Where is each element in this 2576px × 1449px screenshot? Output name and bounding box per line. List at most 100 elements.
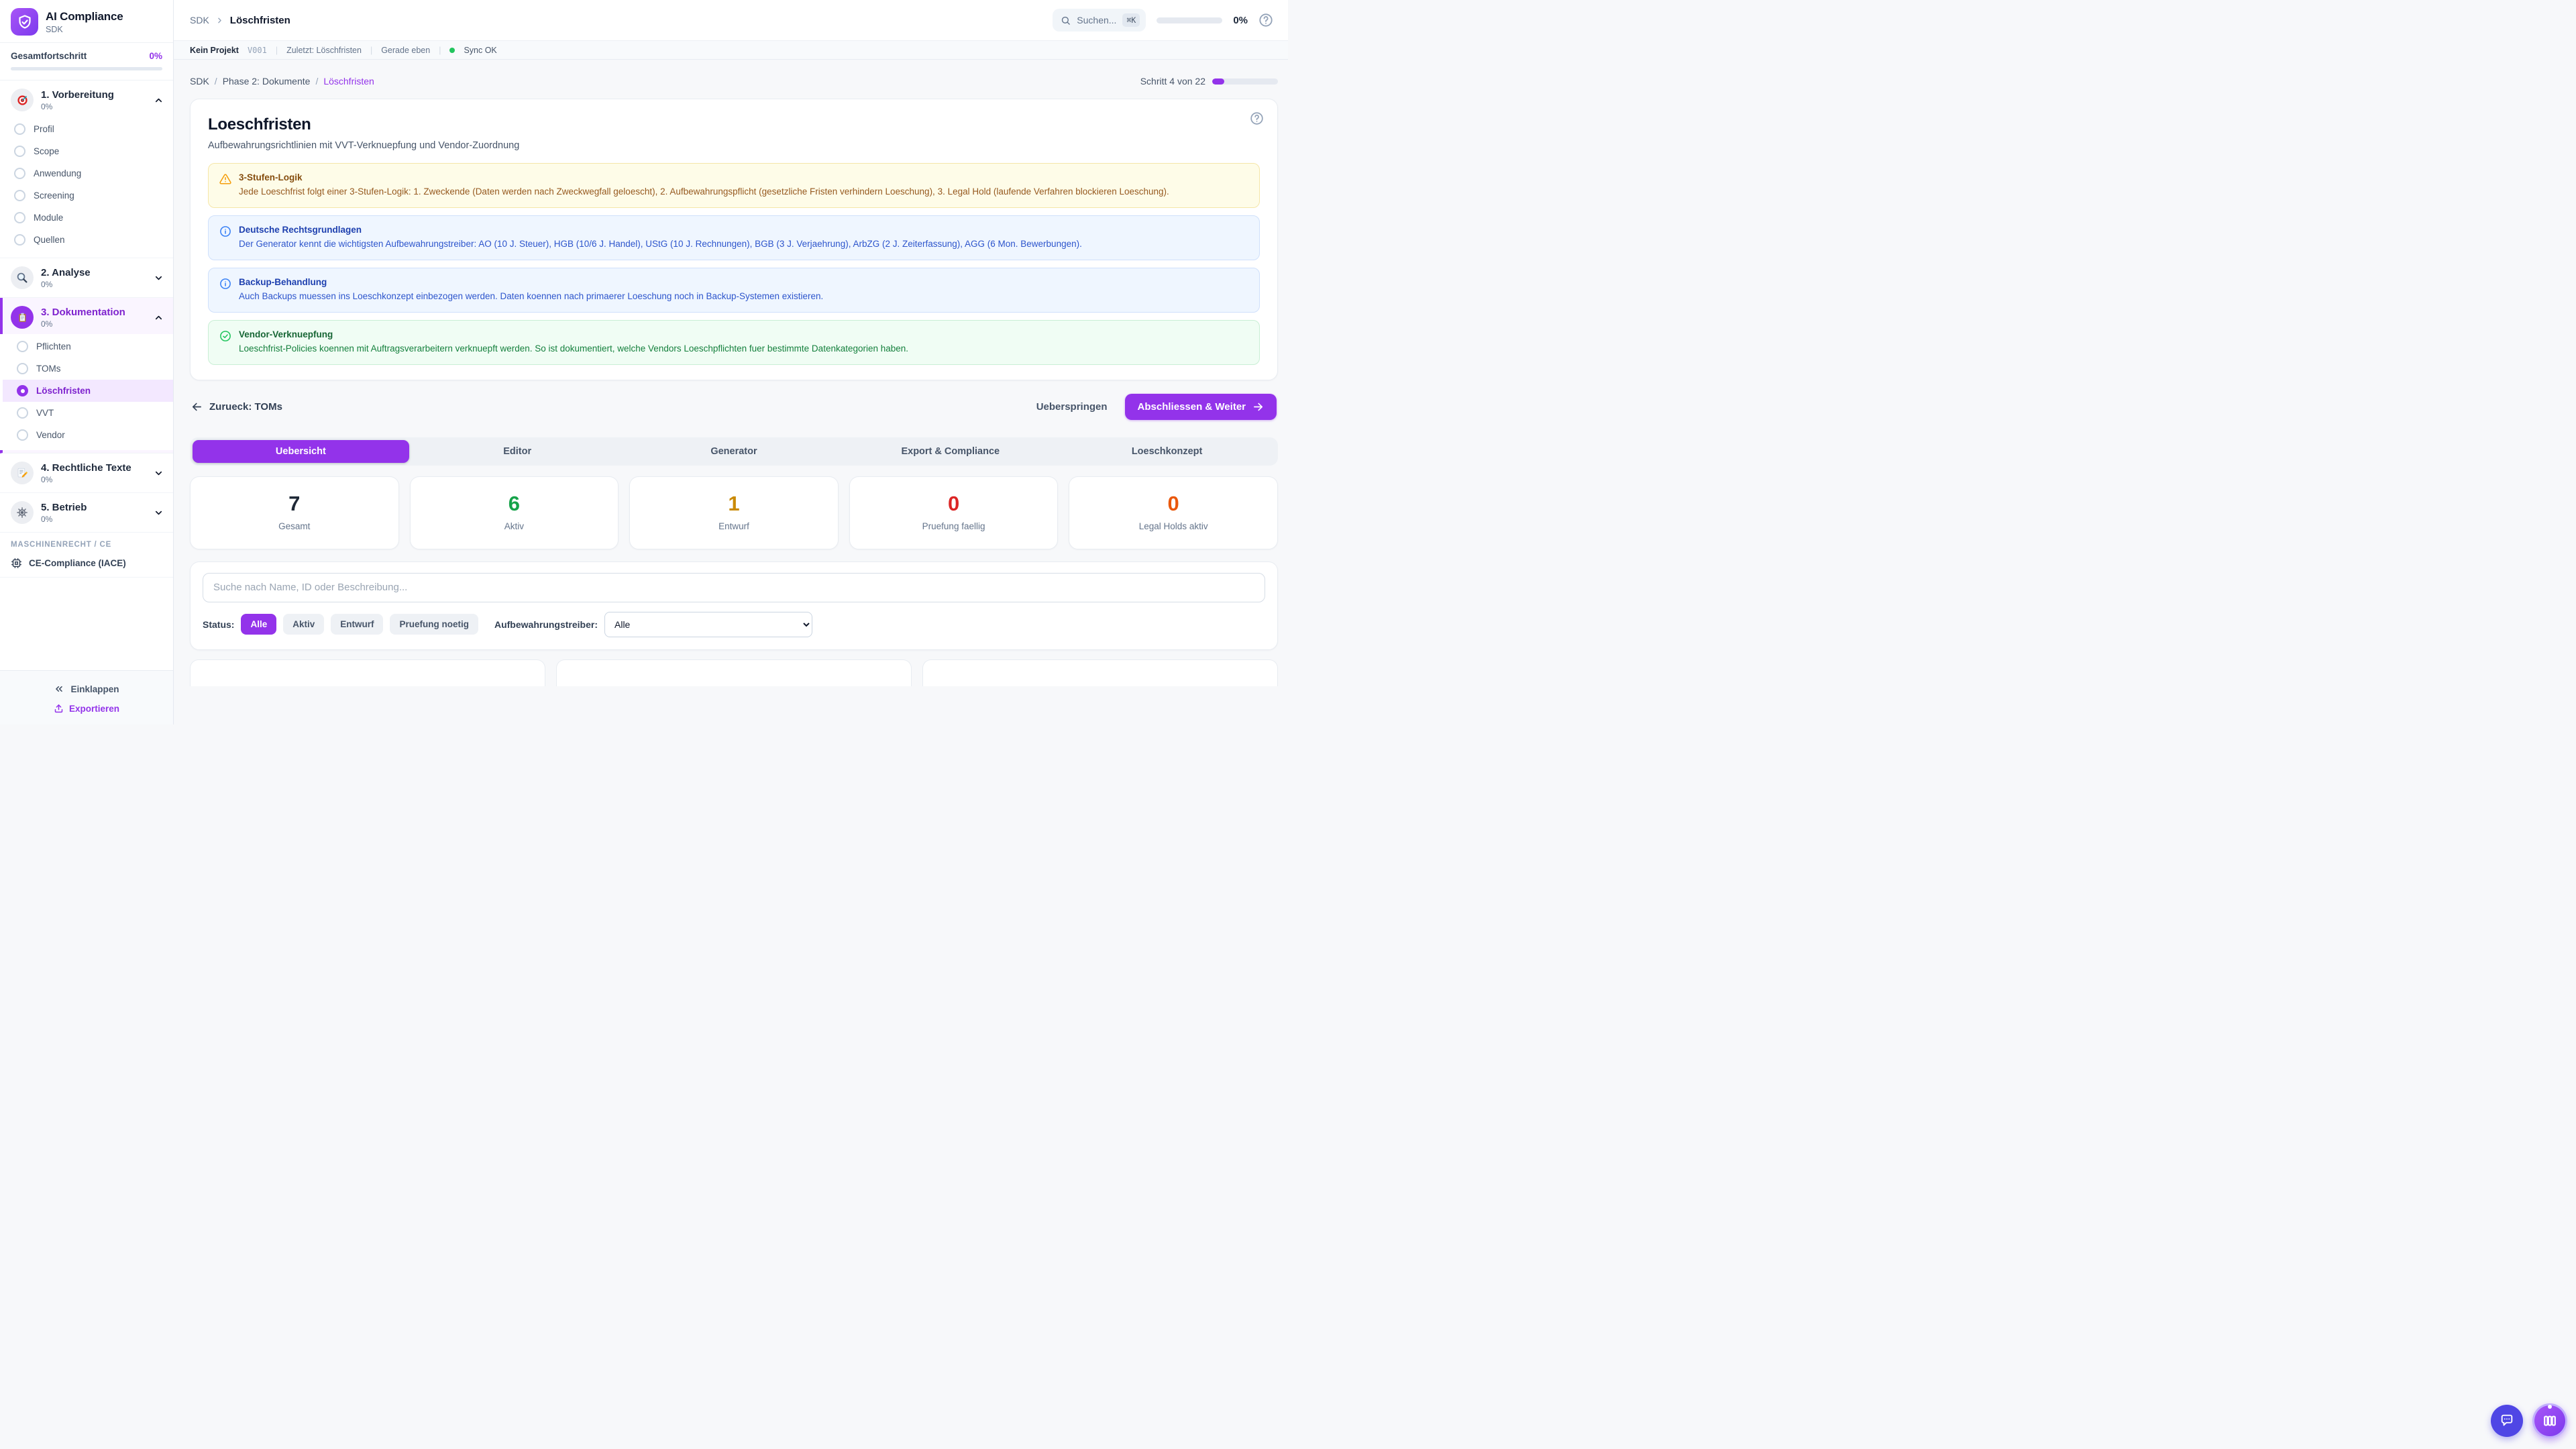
chevron-up-icon — [154, 313, 164, 323]
back-button[interactable]: Zurueck: TOMs — [191, 401, 282, 413]
top-header: SDK Löschfristen Suchen... ⌘K 0% — [174, 0, 1288, 40]
status-pill-alle[interactable]: Alle — [241, 614, 277, 635]
sidebar-item-loeschfristen[interactable]: Löschfristen — [3, 380, 173, 402]
status-pill-entwurf[interactable]: Entwurf — [331, 614, 384, 635]
sidebar-item-ce-compliance[interactable]: CE-Compliance (IACE) — [0, 551, 173, 578]
wizard-nav-row: Zurueck: TOMs Ueberspringen Abschliessen… — [191, 393, 1277, 420]
phase-title: 2. Analyse — [41, 266, 91, 278]
export-button[interactable]: Exportieren — [7, 698, 166, 714]
double-chevron-left-icon — [54, 684, 64, 694]
breadcrumb-phase-link[interactable]: Phase 2: Dokumente — [222, 76, 311, 87]
back-label: Zurueck: TOMs — [209, 400, 282, 413]
tab-generator[interactable]: Generator — [710, 445, 757, 457]
magnifier-icon — [11, 266, 34, 289]
sidebar: AI Compliance SDK Gesamtfortschritt 0% 1… — [0, 0, 174, 724]
app-title: AI Compliance — [46, 9, 123, 23]
arrow-left-icon — [191, 401, 203, 413]
notice-backup-behandlung: Backup-Behandlung Auch Backups muessen i… — [208, 267, 1260, 313]
sidebar-item-profil[interactable]: Profil — [0, 118, 173, 140]
header-progress-bar — [1157, 17, 1223, 23]
driver-select[interactable]: Alle — [604, 611, 812, 637]
sidebar-item-pflichten[interactable]: Pflichten — [3, 335, 173, 358]
sidebar-phase-vorbereitung[interactable]: 1. Vorbereitung 0% — [0, 83, 173, 117]
sidebar-item-label: Pflichten — [36, 341, 71, 352]
tab-editor[interactable]: Editor — [503, 445, 532, 457]
search-icon — [1061, 15, 1071, 25]
sidebar-item-quellen[interactable]: Quellen — [0, 229, 173, 251]
complete-next-button[interactable]: Abschliessen & Weiter — [1124, 393, 1277, 420]
breadcrumb-root-link[interactable]: SDK — [190, 15, 209, 25]
project-status-bar: Kein Projekt V001 | Zuletzt: Löschfriste… — [174, 40, 1288, 60]
info-circle-icon — [219, 225, 231, 251]
tab-uebersicht[interactable]: Uebersicht — [193, 439, 409, 463]
search-placeholder-text: Suchen... — [1077, 15, 1117, 25]
notice-title: Backup-Behandlung — [239, 276, 327, 287]
status-circle-icon — [14, 212, 25, 223]
stat-label: Pruefung faellig — [922, 521, 985, 531]
policy-search-input[interactable] — [203, 572, 1265, 602]
help-icon[interactable] — [1258, 13, 1273, 28]
sidebar-item-scope[interactable]: Scope — [0, 140, 173, 162]
card-help-icon[interactable] — [1250, 111, 1264, 125]
sidebar-item-toms[interactable]: TOMs — [3, 358, 173, 380]
breadcrumb-current-page: Löschfristen — [323, 76, 374, 87]
sidebar-item-vendor[interactable]: Vendor — [3, 424, 173, 446]
separator: | — [439, 45, 441, 55]
status-circle-icon — [17, 363, 28, 374]
notice-title: Deutsche Rechtsgrundlagen — [239, 224, 362, 235]
global-search-button[interactable]: Suchen... ⌘K — [1053, 9, 1146, 32]
notice-vendor-verknuepfung: Vendor-Verknuepfung Loeschfrist-Policies… — [208, 319, 1260, 365]
tab-export-compliance[interactable]: Export & Compliance — [901, 445, 1000, 457]
sidebar-item-module[interactable]: Module — [0, 207, 173, 229]
phase-percent: 0% — [41, 101, 53, 111]
status-circle-icon — [14, 146, 25, 157]
phase-title: 5. Betrieb — [41, 501, 87, 513]
notice-text: Loeschfrist-Policies koennen mit Auftrag… — [239, 343, 909, 354]
stat-value: 0 — [947, 491, 960, 515]
overall-progress-bar — [11, 67, 162, 70]
notification-dot — [2548, 1405, 2552, 1409]
separator: / — [214, 76, 217, 87]
step-progress-fill — [1212, 78, 1224, 85]
chevron-down-icon — [154, 508, 164, 518]
page-content: SDK / Phase 2: Dokumente / Löschfristen … — [174, 60, 1288, 724]
collapse-sidebar-button[interactable]: Einklappen — [7, 680, 166, 698]
status-pill-aktiv[interactable]: Aktiv — [283, 614, 325, 635]
notice-3-stufen-logik: 3-Stufen-Logik Jede Loeschfrist folgt ei… — [208, 163, 1260, 208]
chat-fab-button[interactable] — [2491, 1405, 2523, 1437]
stat-gesamt: 7 Gesamt — [190, 476, 399, 549]
sidebar-phase-dokumentation[interactable]: 3. Dokumentation 0% — [3, 301, 173, 334]
skip-button[interactable]: Ueberspringen — [1036, 400, 1108, 413]
sidebar-phase-analyse[interactable]: 2. Analyse 0% — [0, 261, 173, 294]
policy-card[interactable] — [190, 659, 545, 686]
sidebar-item-screening[interactable]: Screening — [0, 184, 173, 207]
overall-progress-value: 0% — [149, 51, 162, 61]
policy-card[interactable] — [556, 659, 912, 686]
status-circle-icon — [14, 190, 25, 201]
sidebar-phase-rechtliche-texte[interactable]: 4. Rechtliche Texte 0% — [0, 456, 173, 490]
last-step-text: Zuletzt: Löschfristen — [286, 45, 362, 55]
notice-title: 3-Stufen-Logik — [239, 172, 303, 182]
board-columns-fab-button[interactable] — [2532, 1403, 2567, 1438]
search-shortcut-badge: ⌘K — [1122, 13, 1140, 27]
sidebar-item-label: Profil — [34, 124, 54, 134]
breadcrumb-sdk-link[interactable]: SDK — [190, 76, 209, 87]
phase-percent: 0% — [41, 474, 53, 484]
status-pill-pruefung-noetig[interactable]: Pruefung noetig — [390, 614, 478, 635]
separator: | — [370, 45, 373, 55]
project-name: Kein Projekt — [190, 45, 239, 55]
tab-loeschkonzept[interactable]: Loeschkonzept — [1131, 445, 1203, 457]
app-root: AI Compliance SDK Gesamtfortschritt 0% 1… — [0, 0, 1288, 724]
overall-progress-label: Gesamtfortschritt — [11, 51, 87, 61]
sidebar-item-anwendung[interactable]: Anwendung — [0, 162, 173, 184]
sidebar-item-vvt[interactable]: VVT — [3, 402, 173, 424]
status-circle-icon — [14, 234, 25, 246]
status-circle-icon — [14, 123, 25, 135]
overall-progress: Gesamtfortschritt 0% — [0, 43, 173, 80]
sidebar-phase-betrieb[interactable]: 5. Betrieb 0% — [0, 496, 173, 529]
notice-text: Jede Loeschfrist folgt einer 3-Stufen-Lo… — [239, 186, 1169, 197]
policy-card[interactable] — [922, 659, 1278, 686]
stats-row: 7 Gesamt 6 Aktiv 1 Entwurf 0 Pruefung fa… — [190, 476, 1278, 549]
info-circle-icon — [219, 278, 231, 303]
breadcrumb-current: Löschfristen — [229, 14, 290, 26]
